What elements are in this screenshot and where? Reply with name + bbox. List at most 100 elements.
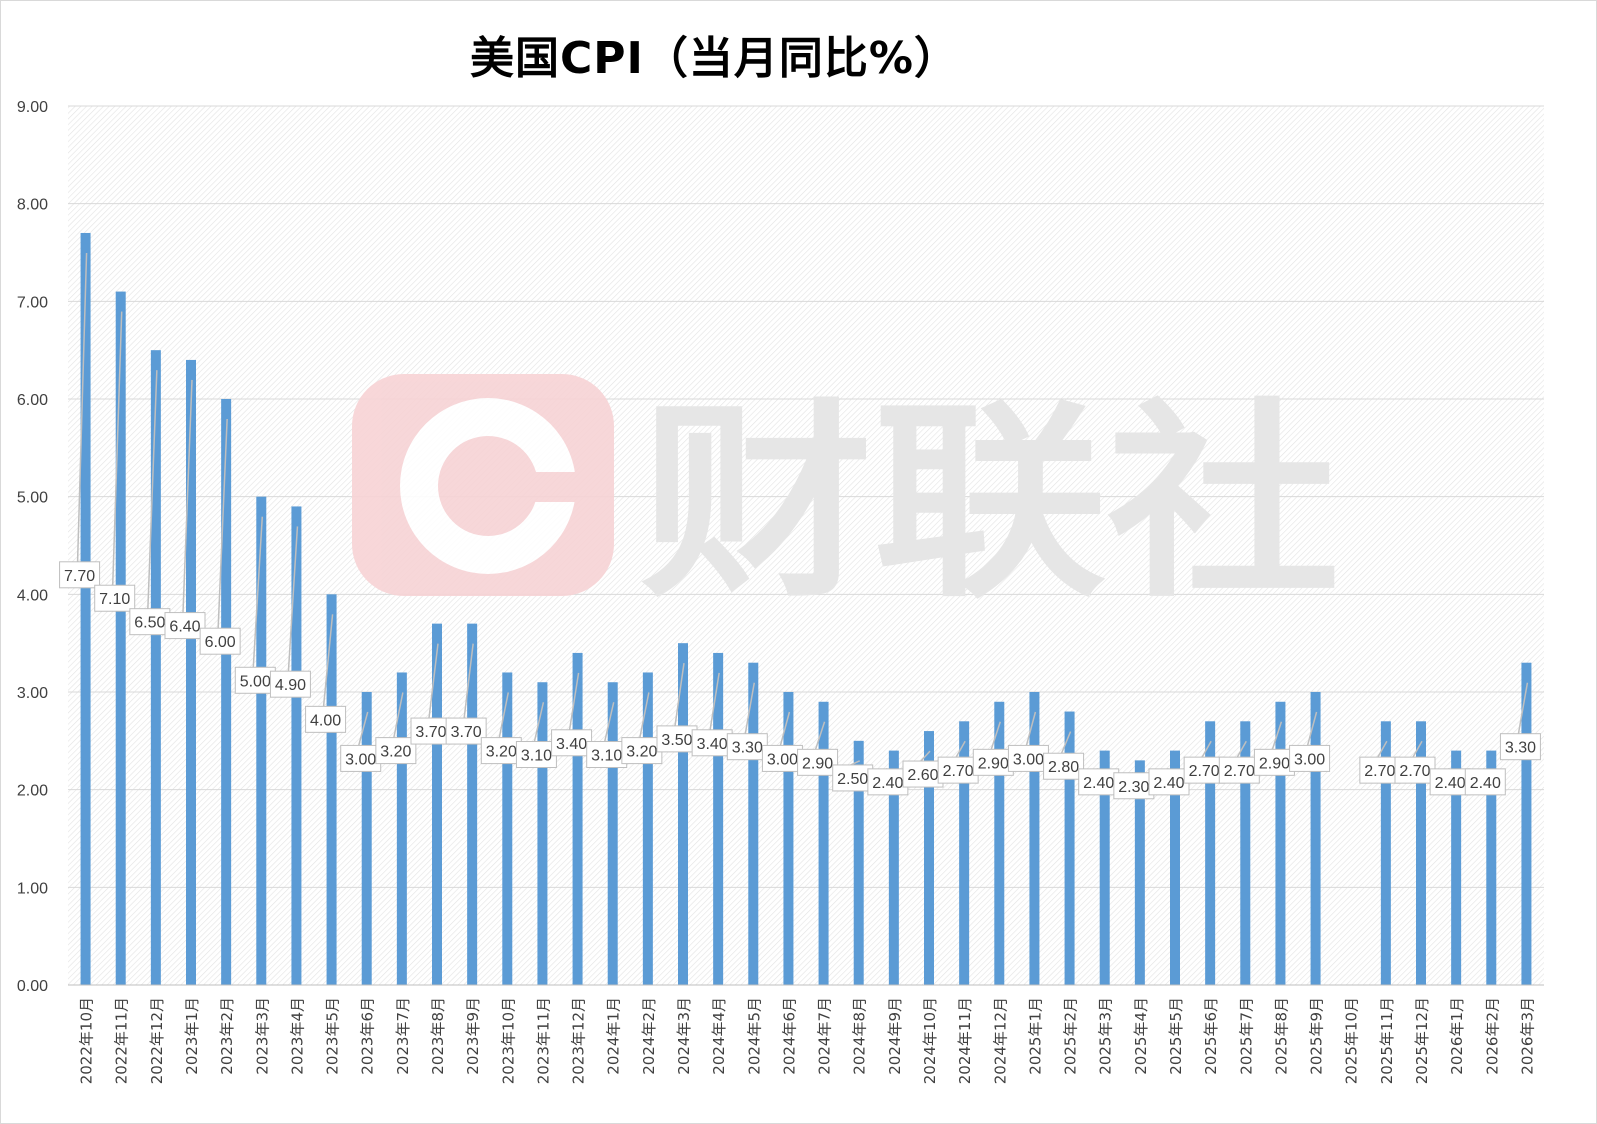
- x-tick-label: 2024年7月: [816, 997, 834, 1075]
- leader-line: [674, 663, 685, 726]
- y-tick-label: 0.00: [17, 978, 48, 995]
- bar: [1275, 701, 1286, 985]
- leader-line: [814, 721, 826, 750]
- x-tick-label: 2024年10月: [921, 997, 939, 1084]
- y-tick-label: 7.00: [17, 294, 48, 311]
- x-tick-label: 2023年10月: [499, 997, 517, 1084]
- data-label: 3.00: [1013, 751, 1044, 768]
- leader-line: [850, 760, 861, 766]
- leader-line: [76, 252, 88, 562]
- data-label-box: [199, 627, 241, 655]
- data-label-box: [902, 760, 944, 788]
- x-tick-label: 2025年11月: [1378, 997, 1396, 1084]
- data-label-box: [129, 608, 171, 636]
- bar: [1416, 721, 1426, 985]
- data-label: 3.00: [1294, 751, 1325, 768]
- data-label-box: [1464, 768, 1506, 796]
- bar: [1029, 692, 1040, 985]
- data-label-box: [832, 764, 874, 792]
- data-label: 3.20: [380, 744, 411, 761]
- data-label-box: [1359, 756, 1401, 784]
- leader-line: [322, 614, 334, 707]
- data-label: 2.90: [978, 755, 1009, 772]
- bar: [1240, 721, 1251, 985]
- bar: [291, 506, 302, 985]
- bar: [853, 740, 864, 985]
- data-label: 3.00: [767, 751, 798, 768]
- data-label-box: [410, 717, 452, 745]
- leader-line: [1271, 721, 1283, 750]
- bar: [537, 682, 548, 985]
- chart-title: 美国CPI（当月同比%）: [470, 33, 959, 84]
- data-label-box: [1148, 768, 1190, 796]
- data-label: 6.50: [134, 615, 165, 632]
- leader-line: [533, 702, 545, 742]
- bar: [1205, 721, 1216, 985]
- bar: [432, 623, 442, 985]
- bar: [924, 731, 934, 985]
- data-label: 2.70: [1189, 763, 1220, 780]
- bar: [1170, 750, 1180, 985]
- data-label-box: [305, 705, 347, 733]
- leader-line: [990, 721, 1001, 750]
- leader-line: [568, 672, 580, 730]
- data-label: 4.00: [310, 712, 341, 729]
- bar: [1451, 750, 1462, 985]
- leader-line: [1377, 740, 1388, 758]
- x-tick-label: 2023年4月: [288, 997, 306, 1075]
- leader-line: [639, 692, 650, 738]
- leader-line: [1412, 740, 1423, 758]
- leader-line: [1025, 711, 1037, 746]
- y-tick-label: 2.00: [17, 783, 48, 800]
- data-label-box: [515, 741, 557, 769]
- bar: [607, 682, 618, 985]
- data-label-box: [269, 670, 311, 698]
- bar: [502, 672, 513, 985]
- x-tick-label: 2024年4月: [710, 997, 728, 1075]
- bar: [994, 701, 1005, 985]
- data-label: 3.10: [521, 748, 552, 765]
- x-tick-label: 2022年10月: [78, 997, 96, 1084]
- x-tick-label: 2023年12月: [570, 997, 588, 1084]
- x-tick-label: 2024年11月: [956, 997, 974, 1084]
- x-tick-label: 2023年8月: [429, 997, 447, 1075]
- leader-line: [1060, 731, 1072, 754]
- bar: [115, 291, 126, 986]
- data-label: 2.50: [837, 771, 868, 788]
- leader-line: [603, 702, 615, 742]
- x-tick-label: 2025年12月: [1413, 997, 1431, 1084]
- data-label: 2.30: [1118, 779, 1149, 796]
- bar: [1064, 711, 1075, 985]
- x-tick-label: 2023年6月: [359, 997, 377, 1075]
- y-tick-label: 3.00: [17, 685, 48, 702]
- data-label-box: [972, 748, 1014, 776]
- x-tick-label: 2025年9月: [1308, 997, 1326, 1075]
- data-label: 4.90: [275, 677, 306, 694]
- leader-line: [709, 672, 720, 730]
- data-label-box: [375, 737, 417, 765]
- data-label-box: [1218, 756, 1260, 784]
- x-tick-label: 2025年1月: [1026, 997, 1044, 1075]
- data-label: 2.70: [1364, 763, 1395, 780]
- x-tick-label: 2025年3月: [1097, 997, 1115, 1075]
- data-label: 2.40: [1153, 775, 1184, 792]
- x-tick-label: 2024年2月: [640, 997, 658, 1075]
- data-label-box: [621, 737, 663, 765]
- data-label: 7.10: [99, 591, 130, 608]
- data-label: 3.70: [415, 724, 446, 741]
- bar: [1380, 721, 1391, 985]
- x-tick-label: 2023年2月: [218, 997, 236, 1075]
- x-tick-label: 2023年1月: [183, 997, 201, 1075]
- data-label: 3.30: [732, 740, 763, 757]
- leader-line: [498, 692, 510, 738]
- y-tick-label: 5.00: [17, 490, 48, 507]
- cailianshe-logo-icon: [352, 374, 614, 596]
- y-tick-label: 4.00: [17, 587, 48, 604]
- data-label: 2.60: [907, 767, 938, 784]
- data-label: 5.00: [240, 673, 271, 690]
- data-label: 3.70: [451, 724, 482, 741]
- bar: [959, 721, 970, 985]
- bar: [396, 672, 407, 985]
- bar: [1521, 662, 1532, 985]
